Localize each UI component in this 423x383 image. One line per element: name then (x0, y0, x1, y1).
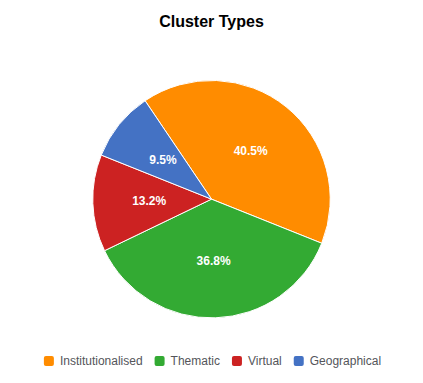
svg-text:13.2%: 13.2% (132, 194, 166, 208)
svg-text:Geographical: Geographical (310, 354, 381, 368)
svg-text:40.5%: 40.5% (234, 144, 268, 158)
svg-text:Virtual: Virtual (248, 354, 282, 368)
svg-text:9.5%: 9.5% (149, 153, 177, 167)
svg-text:Thematic: Thematic (171, 354, 220, 368)
svg-text:36.8%: 36.8% (197, 254, 231, 268)
svg-text:Cluster Types: Cluster Types (159, 13, 264, 30)
svg-text:Institutionalised: Institutionalised (60, 354, 143, 368)
